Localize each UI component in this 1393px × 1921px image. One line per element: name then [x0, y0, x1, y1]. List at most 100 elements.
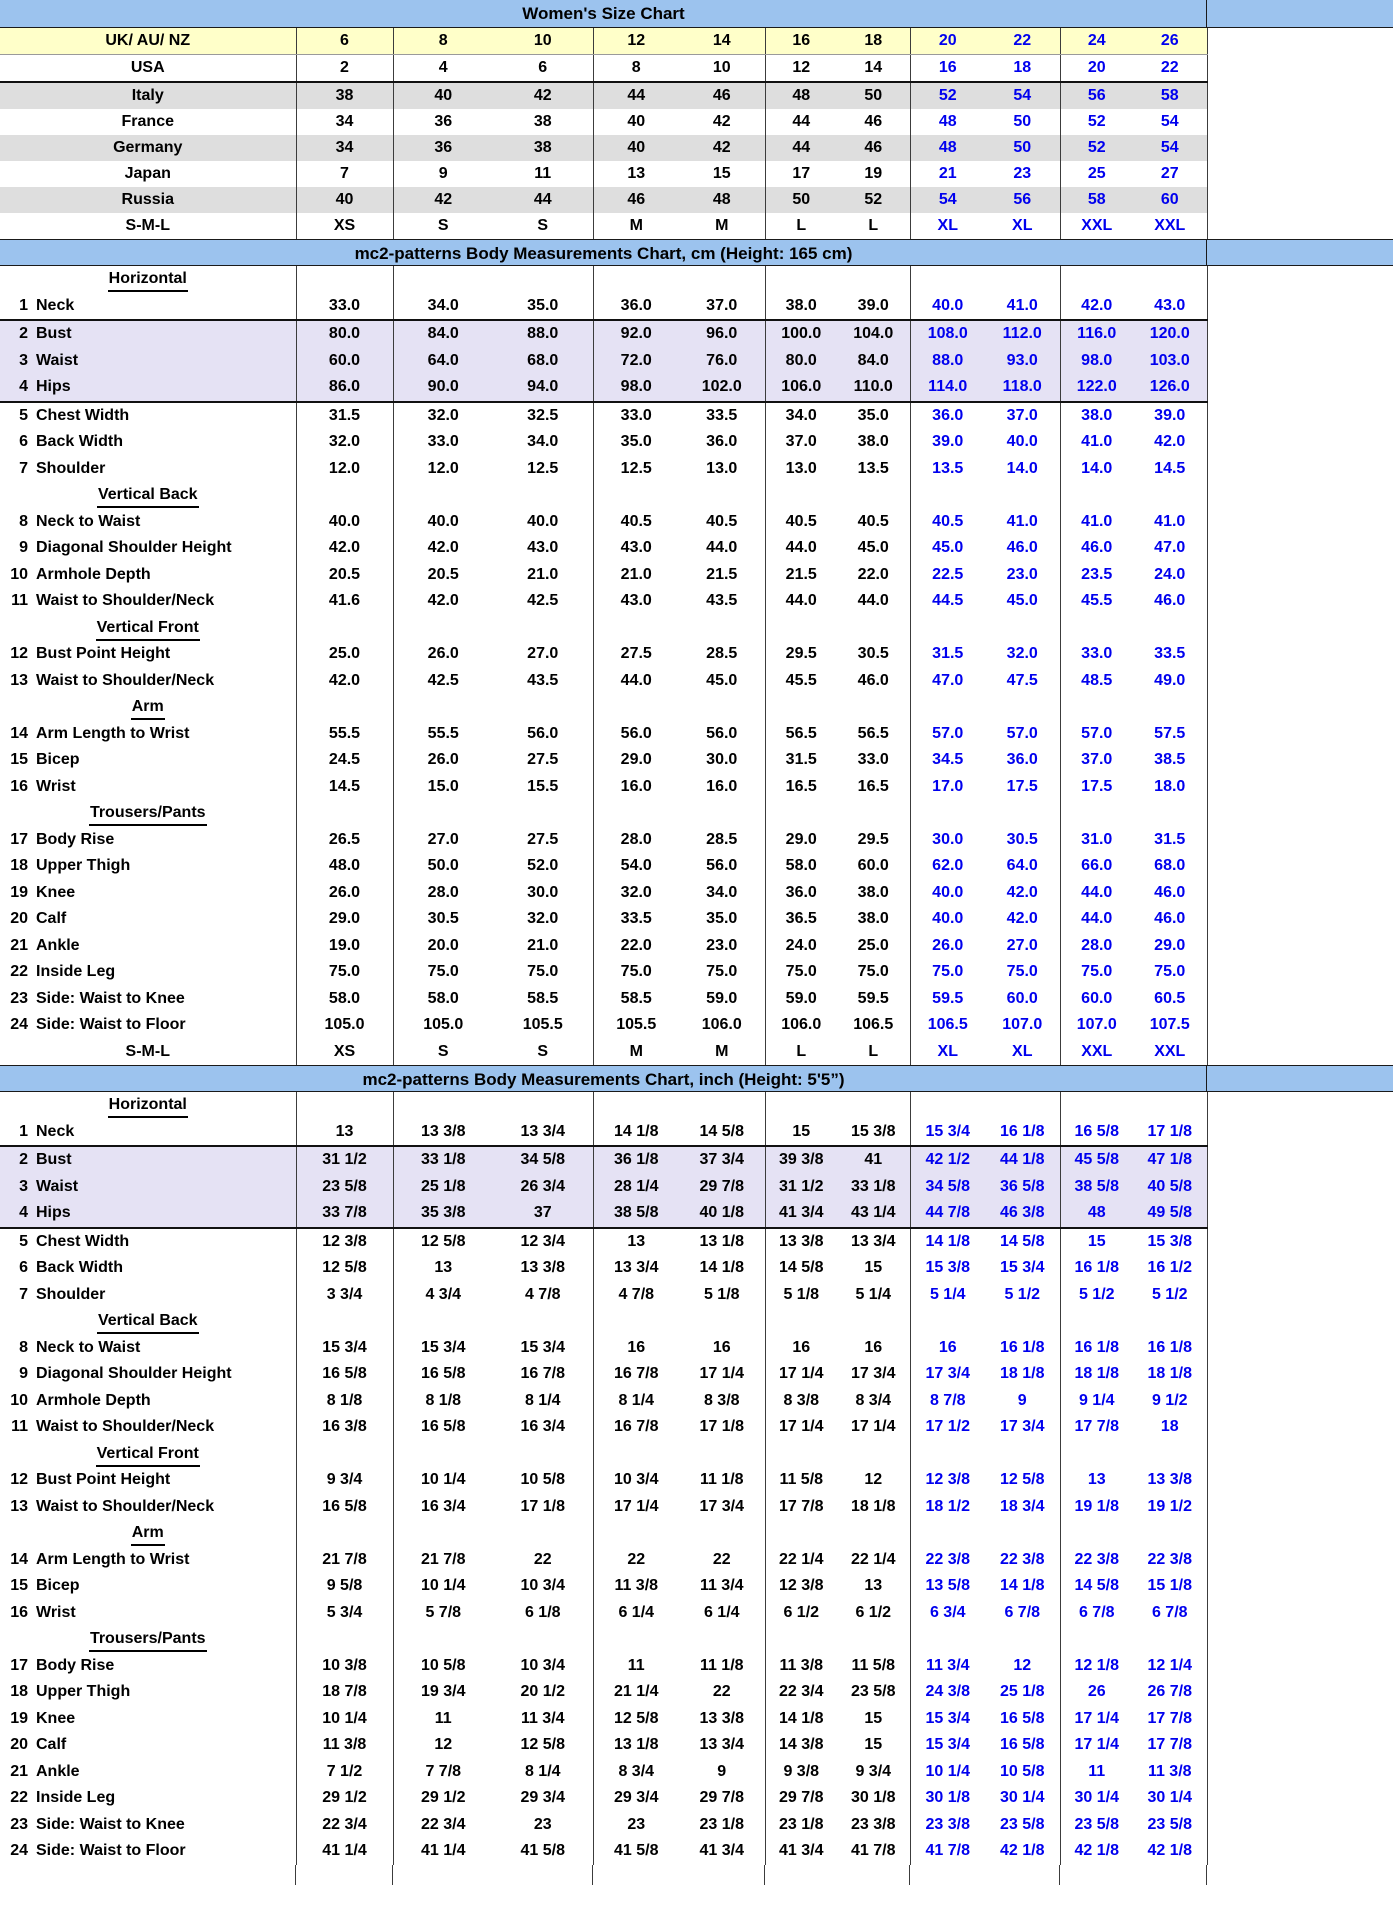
row-number: 13	[10, 1497, 28, 1515]
value-cell: 98.0	[592, 374, 679, 403]
value-cell: 10 3/4	[520, 1656, 565, 1674]
value-cell: 26	[1133, 28, 1208, 55]
value-cell: 13 3/4	[592, 1255, 679, 1282]
value-cell	[493, 1441, 593, 1468]
table-row: 12 Bust Point Height 9 3/4 10 1/4 10 5/8 10 3…	[0, 1467, 1208, 1494]
measurement-name: Waist to Shoulder/Neck	[36, 671, 215, 689]
row-number: 19	[10, 883, 28, 901]
value-cell: 16.0	[592, 773, 679, 800]
value-cell: 16	[764, 28, 837, 55]
value-cell: 6 1/4	[592, 1599, 679, 1626]
value-cell: 122.0	[1059, 374, 1133, 403]
value-cell: 33 7/8	[295, 1200, 393, 1229]
value-cell: 30.5	[392, 906, 493, 933]
value-cell: 11	[392, 1705, 493, 1732]
cm-section-banner: mc2-patterns Body Measurements Chart, cm…	[0, 239, 1393, 266]
value-cell: 54	[909, 187, 985, 213]
value-cell: 16 5/8	[295, 1361, 393, 1388]
table-row: 20 Calf 11 3/8 12 12 5/8 13 1/8 13 3/4 14 3/8 15…	[0, 1732, 1208, 1759]
value-cell: 31.5	[909, 641, 985, 668]
group-label: Vertical Front	[95, 617, 200, 641]
value-cell: 44.0	[1059, 879, 1133, 906]
table-row: France 34 36 38 40 42 44 46 48 50 52 54	[0, 109, 1208, 135]
value-cell: 9 3/4	[295, 1467, 393, 1494]
measurement-name: Side: Waist to Floor	[36, 1016, 186, 1033]
measurement-name: Side: Waist to Floor	[36, 1842, 186, 1859]
value-cell: 14	[837, 54, 910, 83]
value-cell: 6 1/4	[703, 1603, 740, 1621]
table-row: Italy 38 40 42 44 46 48 50 52 54 56 58	[0, 82, 1208, 109]
value-cell: 12.5	[527, 459, 559, 477]
row-number: 12	[10, 645, 28, 662]
value-cell: 4	[392, 54, 493, 83]
value-cell: 16	[712, 1338, 731, 1356]
value-cell: 11 1/8	[699, 1471, 744, 1488]
value-cell: 12 5/8	[1000, 1471, 1045, 1488]
value-cell: 14.5	[1133, 455, 1208, 482]
value-cell: 33 1/8	[851, 1177, 896, 1195]
value-cell: 44.0	[764, 588, 837, 615]
value-cell: 39 3/8	[764, 1146, 837, 1174]
value-cell: 15	[1059, 1227, 1133, 1255]
value-cell: 27.0	[527, 645, 559, 662]
row-label: 18 Upper Thigh	[0, 1679, 296, 1706]
value-cell: 33 1/8	[392, 1146, 493, 1174]
measurement-name: Neck	[36, 296, 75, 314]
measurement-name: Inside Leg	[36, 1789, 116, 1806]
value-cell: 45.0	[909, 535, 985, 562]
value-cell: 22	[592, 1546, 679, 1573]
table-row: 3 Waist 23 5/8 25 1/8 26 3/4 28 1/4 29 7/8 31 1…	[0, 1173, 1208, 1201]
value-cell: S	[537, 217, 549, 234]
row-label: Italy	[131, 87, 164, 104]
value-cell: 36.0	[1006, 751, 1038, 768]
group-label: Trousers/Pants	[88, 802, 207, 826]
value-cell: 42.0	[1059, 292, 1133, 321]
value-cell: 75.0	[857, 963, 889, 980]
value-cell: XL	[909, 1038, 985, 1065]
measurement-name: Shoulder	[36, 1285, 106, 1303]
value-cell	[985, 615, 1060, 642]
value-cell: 38 5/8	[592, 1200, 679, 1229]
value-cell: 118.0	[985, 374, 1060, 403]
value-cell: 17 1/4	[1059, 1732, 1133, 1759]
value-cell: 12 3/8	[764, 1573, 837, 1600]
value-cell: 40.0	[909, 879, 985, 906]
table-row: 13 Waist to Shoulder/Neck 16 5/8 16 3/4 17 1…	[0, 1493, 1208, 1521]
value-cell: L	[764, 1038, 837, 1065]
value-cell: 17 3/4	[699, 1497, 744, 1515]
value-cell: 100.0	[764, 320, 837, 348]
value-cell: 12 5/8	[295, 1255, 393, 1282]
measurement-name: Bust Point Height	[36, 645, 171, 662]
value-cell: 23 5/8	[1133, 1811, 1208, 1838]
value-cell: 12	[392, 1732, 493, 1759]
group-header-row: Vertical Front	[0, 614, 1208, 642]
value-cell: 23	[533, 1815, 552, 1833]
value-cell: 17 1/4	[764, 1414, 837, 1441]
value-cell: 106.5	[909, 1012, 985, 1039]
size-conversion-table: UK/ AU/ NZ 6 8 10 12 14 16 18 20 22 24 26 USA 2 4 6 8 10 1…	[0, 28, 1208, 239]
value-cell: 50	[1013, 139, 1032, 156]
table-row: 22 Inside Leg 29 1/2 29 1/2 29 3/4 29 3/4 29 7…	[0, 1785, 1208, 1812]
value-cell: 29.0	[764, 826, 837, 853]
value-cell	[493, 1308, 593, 1335]
value-cell: 15 3/4	[909, 1732, 985, 1759]
value-cell: 34.0	[706, 883, 738, 901]
row-label: 13 Waist to Shoulder/Neck	[0, 1494, 296, 1521]
value-cell: 10 3/4	[592, 1467, 679, 1494]
value-cell: 30.0	[909, 826, 985, 853]
row-label: S-M-L	[125, 1042, 170, 1060]
group-label: Arm	[130, 696, 165, 720]
value-cell: 44	[592, 82, 679, 109]
value-cell: 16 5/8	[1000, 1736, 1045, 1753]
row-label: 23 Side: Waist to Knee	[0, 986, 296, 1013]
row-label: 15 Bicep	[0, 1573, 296, 1600]
value-cell	[909, 1626, 985, 1653]
value-cell	[909, 482, 985, 509]
group-label: Arm	[130, 1522, 165, 1546]
row-label: 3 Waist	[0, 1174, 296, 1201]
value-cell: 30.5	[857, 645, 889, 662]
value-cell: 22	[712, 1683, 731, 1700]
value-cell	[295, 694, 393, 721]
value-cell: L	[764, 213, 837, 239]
value-cell: 26.5	[295, 826, 393, 853]
